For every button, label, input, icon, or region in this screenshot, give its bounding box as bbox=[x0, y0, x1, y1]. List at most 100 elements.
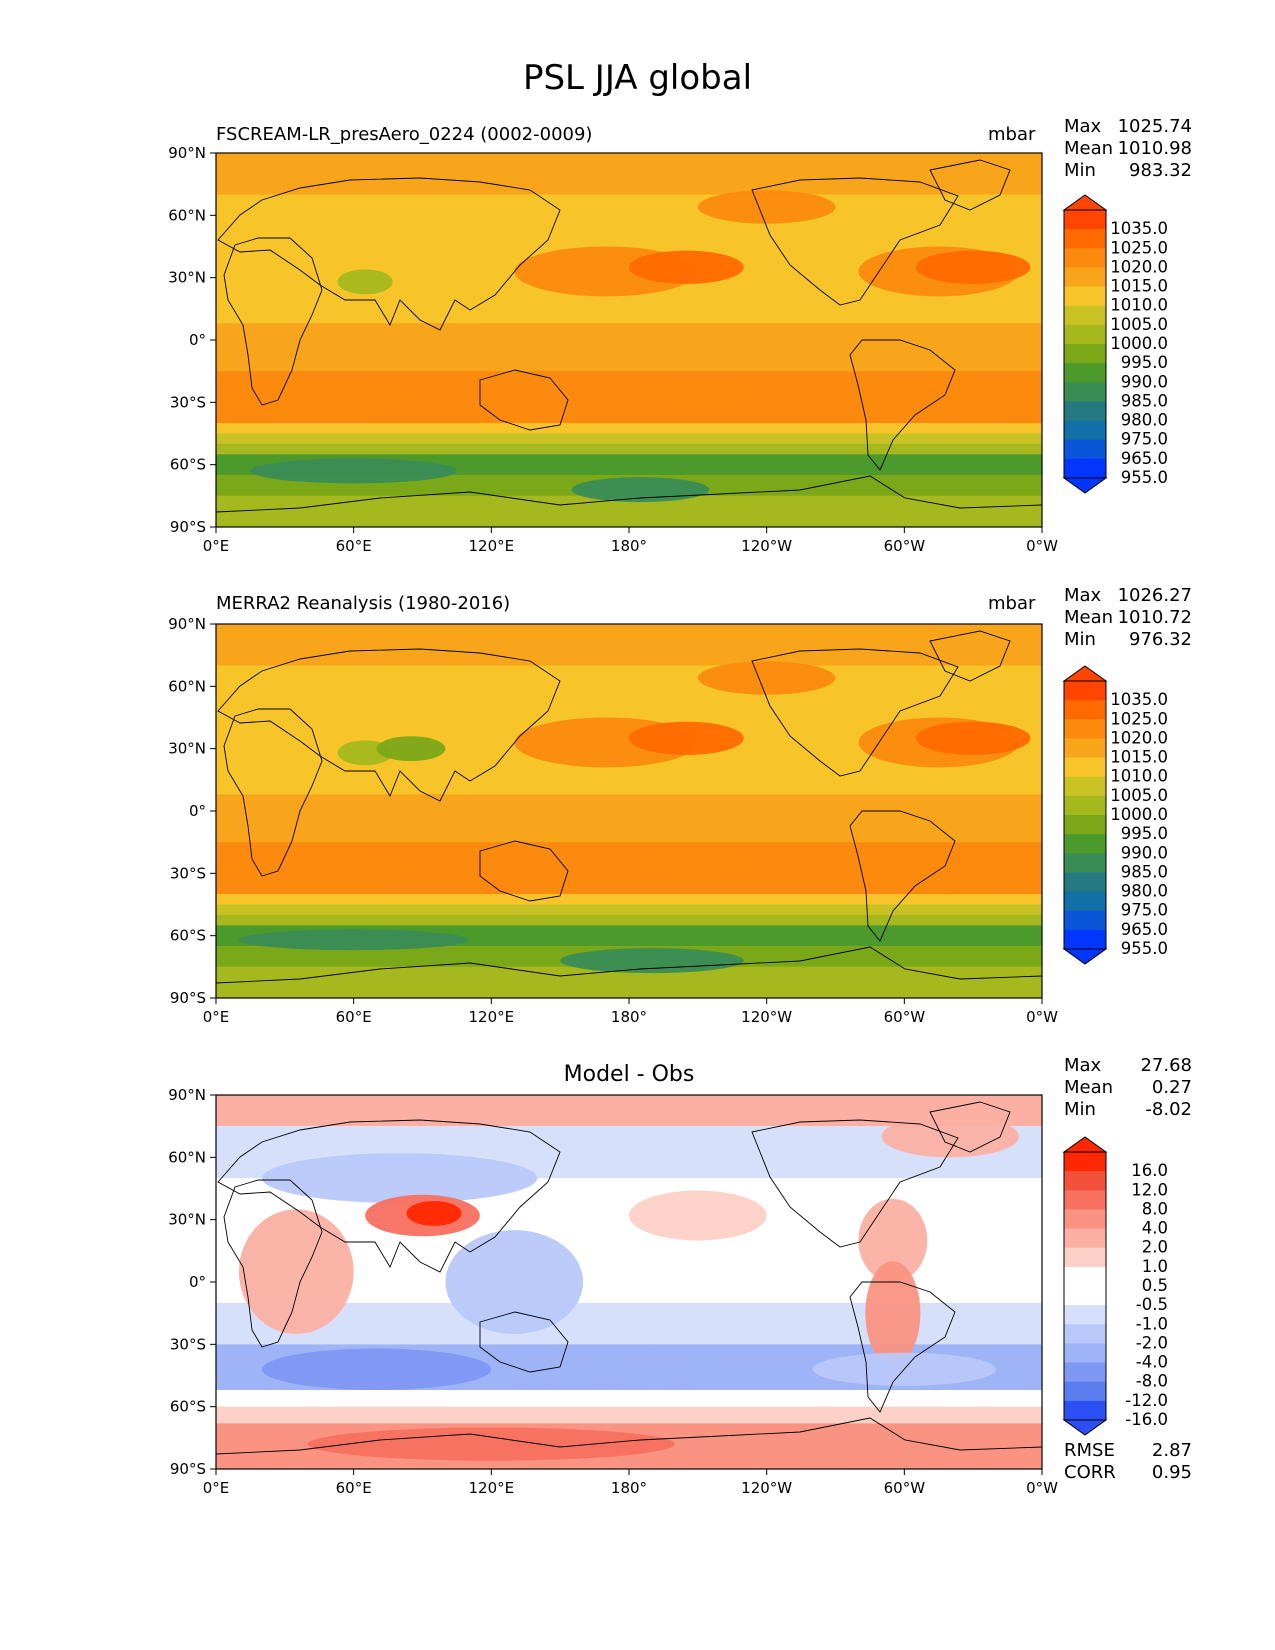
colorbar-frame bbox=[1063, 209, 1107, 479]
lat-band bbox=[216, 298, 1042, 324]
coastline bbox=[216, 475, 1042, 513]
figure-title: PSL JJA global bbox=[522, 58, 753, 98]
colorbar-label: 1000.0 bbox=[1110, 805, 1168, 824]
colorbar-segment bbox=[1064, 267, 1106, 288]
colorbar-segment bbox=[1064, 795, 1106, 816]
colorbar-label: 1035.0 bbox=[1110, 219, 1168, 238]
colorbar-segment bbox=[1064, 1400, 1106, 1421]
coastline bbox=[217, 648, 561, 802]
y-tick-label: 30°S bbox=[170, 864, 206, 882]
colorbar-segment bbox=[1064, 248, 1106, 268]
panel-1-units: mbar bbox=[988, 124, 1036, 145]
colorbar-segment bbox=[1064, 1209, 1106, 1230]
x-tick-label: 60°E bbox=[336, 537, 372, 555]
y-tick-label: 30°N bbox=[168, 740, 206, 758]
colorbar-label: 2.0 bbox=[1142, 1238, 1168, 1257]
pressure-cell bbox=[337, 269, 393, 295]
colorbar-segment bbox=[1064, 776, 1106, 797]
x-tick-label: 120°E bbox=[469, 537, 515, 555]
colorbar-segment bbox=[1064, 719, 1106, 739]
coastline bbox=[216, 1417, 1042, 1455]
colorbar-segment bbox=[1064, 1381, 1106, 1402]
panel-3-title: Model - Obs bbox=[563, 1062, 695, 1087]
colorbar-label: 1005.0 bbox=[1110, 786, 1168, 805]
lat-band bbox=[216, 794, 1042, 843]
pressure-cell bbox=[697, 1427, 974, 1461]
pressure-cell bbox=[250, 458, 457, 484]
pressure-cell bbox=[629, 1190, 767, 1241]
colorbar-segment bbox=[1064, 1190, 1106, 1210]
pressure-cell bbox=[307, 1427, 675, 1461]
colorbar-segment bbox=[1064, 853, 1106, 873]
panel-1-title: FSCREAM-LR_presAero_0224 (0002-0009) bbox=[216, 124, 593, 145]
panel-2-units: mbar bbox=[988, 593, 1036, 614]
y-tick-label: 60°N bbox=[168, 1148, 206, 1166]
colorbar-extend-max bbox=[1062, 1136, 1108, 1153]
y-tick-label: 30°S bbox=[170, 1335, 206, 1353]
x-tick-label: 0°E bbox=[203, 1479, 230, 1497]
panel-3-map: 0°E 60°E 120°E 180° 120°W 60°W 0°W 90°N 60°N 30°N… bbox=[168, 1086, 1168, 1497]
coastline bbox=[223, 237, 323, 406]
colorbar-segment bbox=[1064, 834, 1106, 854]
lat-band bbox=[216, 443, 1042, 455]
coastline bbox=[479, 1311, 569, 1373]
coastline bbox=[216, 946, 1042, 984]
x-tick-label: 180° bbox=[611, 1479, 647, 1497]
lat-band bbox=[216, 423, 1042, 434]
colorbar-segment bbox=[1064, 891, 1106, 912]
colorbar-label: 1.0 bbox=[1142, 1257, 1168, 1276]
lat-band bbox=[216, 624, 1042, 666]
panel-2-map: 0°E 60°E 120°E 180° 120°W 60°W 0°W 90°N 60°N 30°N… bbox=[168, 615, 1168, 1026]
field-layer bbox=[216, 1095, 1042, 1469]
coastline bbox=[929, 1101, 1011, 1153]
colorbar-segment bbox=[1064, 420, 1106, 441]
colorbar-label: 965.0 bbox=[1121, 449, 1168, 468]
panel-1-stats: Max 1025.74 Mean 1010.98 Min 983.32 bbox=[1064, 116, 1192, 182]
colorbar-label: 1025.0 bbox=[1110, 238, 1168, 257]
x-tick-label: 60°E bbox=[336, 1008, 372, 1026]
x-tick-label: 0°E bbox=[203, 1008, 230, 1026]
colorbar-label: 985.0 bbox=[1121, 862, 1168, 881]
stat-label: Max bbox=[1064, 585, 1102, 606]
panel-2-stats: Max 1026.27 Mean 1010.72 Min 976.32 bbox=[1064, 585, 1192, 651]
panel-1-map: 0°E 60°E 120°E 180° 120°W 60°W 0°W 90°N 60°N 30°N… bbox=[168, 144, 1168, 555]
y-tick-label: 90°N bbox=[168, 615, 206, 633]
stat-label: Max bbox=[1064, 1055, 1102, 1076]
colorbar-segment bbox=[1064, 1247, 1106, 1268]
x-tick-label: 0°W bbox=[1026, 1479, 1058, 1497]
colorbar-segment bbox=[1064, 1228, 1106, 1249]
colorbar-label: -8.0 bbox=[1136, 1372, 1168, 1391]
pressure-cell bbox=[915, 250, 1031, 284]
stat-label: Mean bbox=[1064, 1077, 1114, 1098]
stat-value: 976.32 bbox=[1129, 629, 1192, 650]
pressure-cell bbox=[697, 661, 836, 695]
y-tick-label: 60°S bbox=[170, 927, 206, 945]
x-tick-label: 0°W bbox=[1026, 537, 1058, 555]
pressure-cell bbox=[640, 377, 756, 407]
pressure-cell bbox=[640, 848, 756, 878]
y-tick-label: 60°S bbox=[170, 1398, 206, 1416]
colorbar-segment bbox=[1064, 229, 1106, 249]
pressure-cell bbox=[629, 721, 744, 755]
colorbar-label: 965.0 bbox=[1121, 920, 1168, 939]
colorbar-label: 1015.0 bbox=[1110, 277, 1168, 296]
colorbar-segment bbox=[1064, 910, 1106, 931]
colorbar-extend-min bbox=[1062, 1419, 1108, 1436]
lat-band bbox=[216, 323, 1042, 372]
coastline bbox=[217, 1119, 561, 1273]
colorbar-segment bbox=[1064, 1343, 1106, 1364]
colorbar-segment bbox=[1064, 344, 1106, 364]
colorbar-extend-max bbox=[1062, 665, 1108, 682]
x-tick-label: 0°W bbox=[1026, 1008, 1058, 1026]
field-layer bbox=[216, 153, 1042, 527]
lat-band bbox=[216, 914, 1042, 926]
y-tick-label: 60°N bbox=[168, 677, 206, 695]
y-tick-label: 90°S bbox=[170, 518, 206, 536]
colorbar-segment bbox=[1064, 681, 1106, 701]
panel-3-stats: Max 27.68 Mean 0.27 Min -8.02 bbox=[1064, 1055, 1192, 1121]
colorbar-label: 980.0 bbox=[1121, 882, 1168, 901]
pressure-cell bbox=[238, 929, 469, 951]
colorbar-segment bbox=[1064, 815, 1106, 835]
colorbar-label: -1.0 bbox=[1136, 1314, 1168, 1333]
